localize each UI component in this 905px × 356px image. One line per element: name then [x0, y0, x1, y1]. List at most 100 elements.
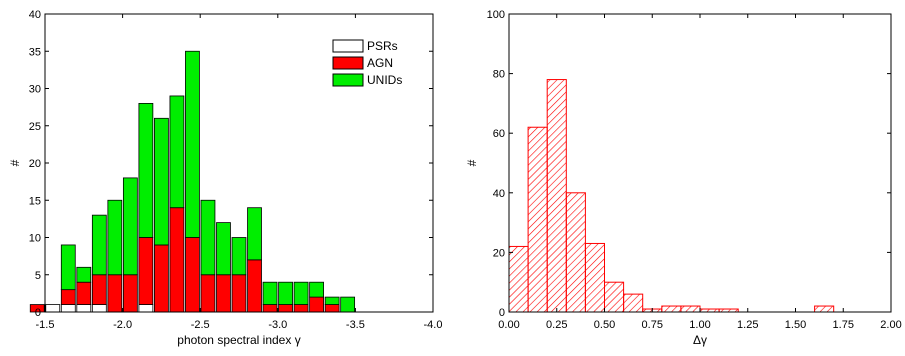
- bar-psr: [45, 304, 61, 313]
- left-ytick-label: 15: [29, 195, 41, 207]
- bar-agn: [262, 304, 278, 313]
- right-ytick-label: 0: [499, 307, 505, 319]
- legend-label-psr: PSRs: [367, 39, 398, 53]
- legend-swatch-unid: [332, 73, 364, 87]
- right-xtick-label: 1.25: [737, 319, 758, 331]
- left-axes: -1.5 -2.0 -2.5 -3.0 -3.5 -4.0 0 5 10 15 20 25 30 35 40: [29, 9, 443, 331]
- bar-unid: [169, 95, 185, 209]
- right-xtick-label: 0.50: [594, 319, 615, 331]
- right-ytick-label: 40: [493, 188, 505, 200]
- bar-dgamma: [680, 305, 701, 313]
- bar-unid: [278, 281, 293, 305]
- bar-unid: [76, 266, 92, 283]
- bar-dgamma: [527, 126, 548, 313]
- right-xtick-label: 1.50: [785, 319, 806, 331]
- bar-agn: [107, 274, 123, 313]
- right-ytick-label: 20: [493, 247, 505, 259]
- bar-agn: [154, 244, 169, 313]
- right-ytick-label: 80: [493, 69, 505, 81]
- bar-unid: [185, 50, 200, 238]
- right-ytick-label: 100: [487, 9, 505, 21]
- bar-psr: [91, 304, 107, 313]
- left-ytick-label: 35: [29, 46, 41, 58]
- bar-psr: [138, 304, 154, 313]
- left-ylabel: #: [8, 159, 22, 166]
- legend-label-unid: UNIDs: [367, 73, 402, 87]
- bar-agn: [309, 296, 324, 313]
- right-bars: [508, 79, 835, 313]
- bar-agn: [76, 281, 92, 305]
- right-xtick-label: 1.00: [689, 319, 710, 331]
- bar-agn: [216, 274, 231, 313]
- bar-agn: [29, 304, 45, 313]
- left-xtick-label: -2.0: [113, 319, 132, 331]
- bar-agn: [200, 274, 216, 313]
- bar-dgamma: [661, 305, 682, 313]
- bar-unid: [293, 281, 309, 305]
- bar-unid: [122, 177, 138, 276]
- bar-dgamma: [814, 305, 835, 313]
- left-ytick-label: 5: [35, 270, 41, 282]
- bar-unid: [231, 237, 247, 276]
- left-bars: [29, 50, 356, 313]
- bar-unid: [154, 117, 169, 246]
- right-xtick-label: 0.25: [546, 319, 567, 331]
- bar-agn: [122, 274, 138, 313]
- bar-unid: [107, 199, 123, 276]
- bar-dgamma: [584, 242, 606, 313]
- left-ytick-label: 10: [29, 233, 41, 245]
- bar-agn: [324, 304, 340, 313]
- right-ylabel: #: [465, 159, 479, 166]
- left-chart: -1.5 -2.0 -2.5 -3.0 -3.5 -4.0 0 5 10 15 20 25 30 35 40…: [8, 9, 442, 347]
- right-xtick-label: 0.75: [642, 319, 663, 331]
- bar-unid: [324, 296, 340, 305]
- bar-dgamma: [565, 192, 586, 313]
- legend-swatch-agn: [332, 56, 364, 70]
- bar-agn: [169, 207, 185, 313]
- bar-agn: [247, 259, 262, 313]
- left-xlabel: photon spectral index γ: [177, 333, 300, 347]
- bar-unid: [60, 244, 76, 291]
- legend: PSRs AGN UNIDs: [332, 39, 402, 87]
- right-axes: 0.00 0.25 0.50 0.75 1.00 1.25 1.50 1.75 2.00 0 20 4…: [487, 9, 902, 331]
- right-xtick-label: 0.00: [498, 319, 519, 331]
- bar-agn: [293, 304, 309, 313]
- bar-unid: [247, 207, 262, 261]
- bar-unid: [340, 296, 356, 313]
- bar-dgamma: [508, 245, 529, 313]
- left-xtick-label: -3.5: [346, 319, 365, 331]
- bar-unid: [309, 281, 324, 298]
- bar-unid: [216, 222, 231, 276]
- left-ytick-label: 0: [35, 307, 41, 319]
- left-ytick-label: 25: [29, 121, 41, 133]
- right-chart: 0.00 0.25 0.50 0.75 1.00 1.25 1.50 1.75 2.00 0 20 4…: [465, 9, 902, 347]
- left-ytick-label: 30: [29, 84, 41, 96]
- right-xtick-label: 1.75: [833, 319, 854, 331]
- bar-agn: [138, 237, 154, 305]
- left-xtick-label: -4.0: [424, 319, 443, 331]
- bar-dgamma: [604, 281, 625, 313]
- bar-dgamma: [546, 79, 567, 313]
- left-xtick-label: -2.5: [191, 319, 210, 331]
- bar-agn: [278, 304, 293, 313]
- bar-unid: [91, 214, 107, 276]
- right-xtick-label: 2.00: [880, 319, 901, 331]
- legend-label-agn: AGN: [367, 56, 393, 70]
- bar-unid: [262, 281, 278, 305]
- right-ytick-label: 60: [493, 128, 505, 140]
- left-ytick-label: 40: [29, 9, 41, 21]
- bar-agn: [231, 274, 247, 313]
- left-ytick-label: 20: [29, 158, 41, 170]
- legend-swatch-psr: [332, 39, 364, 53]
- bar-agn: [91, 274, 107, 305]
- bar-psr: [60, 304, 76, 313]
- left-xtick-label: -1.5: [36, 319, 55, 331]
- bar-dgamma: [623, 293, 644, 313]
- left-xtick-label: -3.0: [268, 319, 287, 331]
- bar-unid: [138, 103, 154, 238]
- bar-agn: [60, 289, 76, 305]
- bar-agn: [185, 237, 200, 313]
- right-xlabel: Δγ: [693, 333, 707, 347]
- bar-psr: [76, 304, 92, 313]
